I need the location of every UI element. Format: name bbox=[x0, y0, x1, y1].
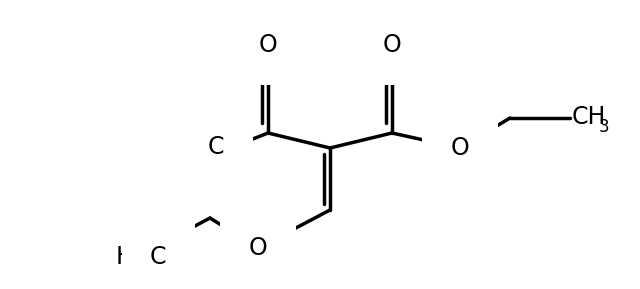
Text: O: O bbox=[451, 136, 469, 160]
Text: O: O bbox=[259, 33, 277, 57]
Text: 3: 3 bbox=[197, 148, 207, 166]
Text: CH: CH bbox=[572, 105, 606, 129]
Text: C: C bbox=[150, 245, 166, 269]
Text: 3: 3 bbox=[140, 258, 150, 276]
Text: 3: 3 bbox=[599, 118, 610, 136]
Text: O: O bbox=[383, 33, 401, 57]
Text: C: C bbox=[208, 135, 225, 159]
Text: O: O bbox=[248, 236, 268, 260]
Text: H: H bbox=[116, 245, 134, 269]
Text: F: F bbox=[179, 135, 192, 159]
